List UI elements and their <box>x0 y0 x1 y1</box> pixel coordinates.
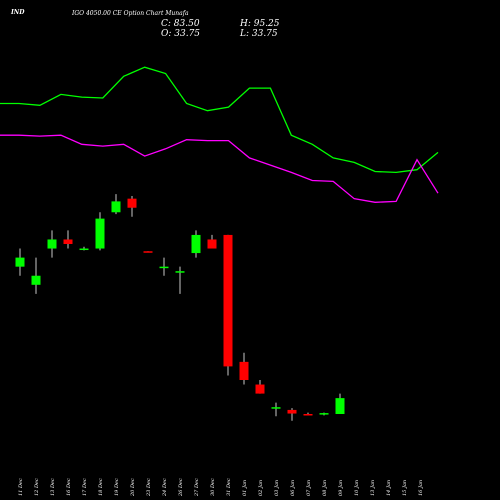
candle-body-6 <box>96 219 105 249</box>
candle-body-10 <box>160 267 169 269</box>
overlay-line-upper <box>0 67 438 172</box>
x-tick-label: 02 Jan <box>258 480 264 496</box>
candle-body-13 <box>208 239 217 248</box>
low-quote: L: 33.75 <box>240 29 278 39</box>
x-tick-label: 15 Jan <box>402 480 408 496</box>
x-tick-label: 26 Dec <box>178 478 184 497</box>
x-tick-label: 16 Dec <box>66 478 72 496</box>
x-tick-label: 08 Jan <box>322 480 328 496</box>
x-tick-label: 19 Dec <box>114 478 120 496</box>
x-tick-label: 30 Dec <box>210 478 216 496</box>
x-tick-label: 31 Dec <box>226 478 232 496</box>
x-tick-label: 17 Dec <box>82 478 88 496</box>
candle-body-1 <box>16 258 25 267</box>
high-quote: H: 95.25 <box>240 19 280 29</box>
candle-body-5 <box>80 249 89 251</box>
candle-body-16 <box>256 385 265 394</box>
x-tick-label: 18 Dec <box>98 478 104 496</box>
x-tick-label: 12 Dec <box>34 478 40 496</box>
x-tick-label: 10 Jan <box>354 480 360 496</box>
x-tick-label: 16 Jan <box>418 480 424 496</box>
candle-body-19 <box>304 414 313 416</box>
candle-body-7 <box>112 201 121 212</box>
x-tick-label: 13 Jan <box>370 480 376 496</box>
candle-body-17 <box>272 407 281 409</box>
x-tick-label: 03 Jan <box>274 480 280 496</box>
chart-subtitle: IGO 4050.00 CE Option Chart Munafa <box>72 10 189 17</box>
candle-body-3 <box>48 239 57 248</box>
x-tick-label: 09 Jan <box>338 480 344 496</box>
candle-body-20 <box>320 413 329 415</box>
candle-body-21 <box>336 398 345 414</box>
x-tick-label: 07 Jan <box>306 480 312 496</box>
candle-body-2 <box>32 276 41 285</box>
x-tick-label: 06 Jan <box>290 480 296 496</box>
x-tick-label: 23 Dec <box>146 478 152 497</box>
candle-body-4 <box>64 239 73 244</box>
x-tick-label: 01 Jan <box>242 480 248 496</box>
x-tick-label: 27 Dec <box>194 478 200 497</box>
x-tick-label: 20 Dec <box>130 478 136 497</box>
candle-body-18 <box>288 410 297 414</box>
open-quote: O: 33.75 <box>161 29 200 39</box>
x-tick-label: 13 Dec <box>50 478 56 496</box>
symbol-label: IND <box>11 9 25 16</box>
overlay-line-lower <box>0 135 438 202</box>
candle-body-9 <box>144 251 153 253</box>
candle-body-11 <box>176 271 185 273</box>
candle-body-12 <box>192 235 201 253</box>
x-tick-label: 24 Dec <box>162 478 168 497</box>
candle-body-8 <box>128 199 137 208</box>
candle-body-14 <box>224 235 233 366</box>
x-tick-label: 14 Jan <box>386 480 392 496</box>
x-tick-label: 11 Dec <box>18 478 24 496</box>
candle-body-15 <box>240 362 249 380</box>
close-quote: C: 83.50 <box>161 19 200 29</box>
